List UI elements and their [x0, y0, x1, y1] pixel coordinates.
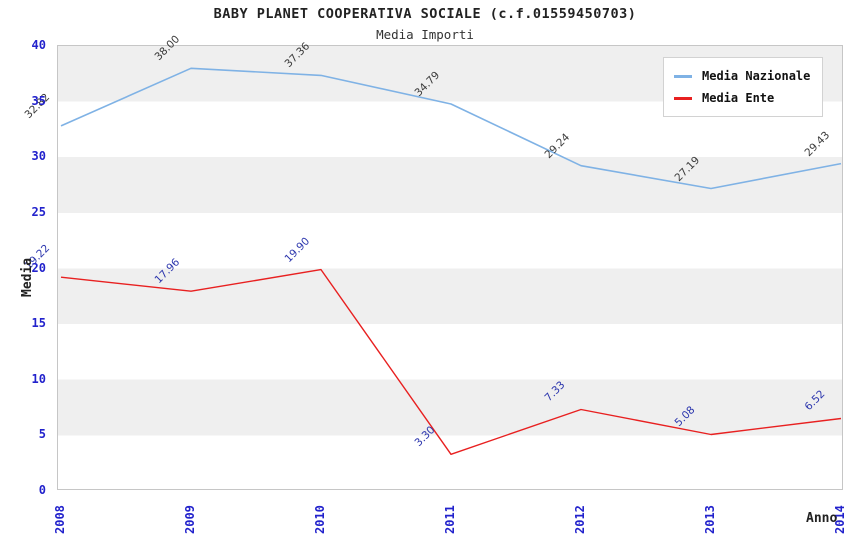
legend-swatch-ente-icon — [674, 96, 692, 100]
y-tick-label: 35 — [31, 93, 46, 108]
y-tick-label: 25 — [31, 204, 46, 219]
x-tick-label: 2009 — [183, 505, 197, 534]
legend-label: Media Nazionale — [702, 69, 811, 83]
legend-swatch-nazionale-icon — [674, 74, 692, 78]
chart-subtitle: Media Importi — [376, 27, 474, 42]
legend-item-media-ente: Media Ente — [674, 87, 810, 109]
x-tick-label: 2011 — [443, 505, 457, 534]
series-line-media-nazionale — [60, 67, 842, 190]
y-tick-label: 30 — [31, 149, 46, 164]
y-axis-title: Media — [20, 257, 35, 297]
legend-item-media-nazionale: Media Nazionale — [674, 65, 810, 87]
y-tick-label: 15 — [31, 316, 46, 331]
series-line-media-ente — [60, 268, 842, 455]
legend: Media Nazionale Media Ente — [663, 57, 824, 117]
chart-title: BABY PLANET COOPERATIVA SOCIALE (c.f.015… — [213, 6, 637, 22]
legend-label: Media Ente — [702, 91, 775, 105]
x-tick-label: 2012 — [573, 505, 587, 534]
chart-canvas — [60, 67, 842, 455]
x-tick-label: 2010 — [313, 505, 327, 534]
x-axis-title: Anno — [806, 511, 838, 526]
x-tick-label: 2013 — [703, 505, 717, 534]
plot-area: 32.82 38.00 37.36 34.79 29.24 27.19 29.43 19.22… — [23, 34, 843, 490]
y-tick-label: 0 — [38, 483, 46, 497]
y-tick-label: 10 — [31, 371, 46, 386]
y-tick-label: 20 — [31, 260, 46, 275]
y-tick-label: 5 — [38, 427, 46, 442]
y-tick-label: 40 — [31, 38, 46, 52]
x-tick-label: 2008 — [53, 505, 67, 534]
